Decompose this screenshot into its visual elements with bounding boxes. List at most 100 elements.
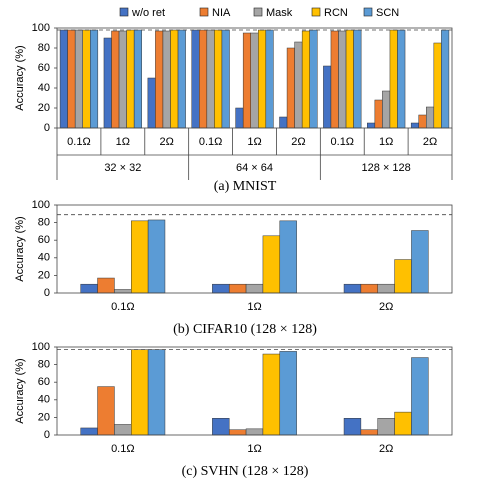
bar	[279, 351, 297, 436]
bar	[262, 235, 281, 294]
x-tick-label: 0.1Ω	[111, 443, 135, 455]
bar	[111, 30, 120, 129]
bar	[131, 349, 149, 436]
plot-frame	[56, 204, 453, 294]
y-axis-label: Accuracy (%)	[14, 45, 26, 110]
bar	[245, 428, 264, 436]
bar	[214, 29, 223, 129]
bar	[212, 418, 230, 436]
bar	[228, 283, 247, 294]
y-tick-label: 100	[32, 341, 50, 353]
bar	[242, 32, 251, 129]
bar	[262, 353, 281, 436]
bar	[59, 29, 68, 129]
y-tick-label: 40	[38, 82, 50, 94]
bar	[279, 116, 288, 129]
bar	[221, 29, 230, 129]
bar	[147, 77, 156, 129]
y-tick-label: 80	[38, 42, 50, 54]
y-tick-label: 80	[38, 217, 50, 229]
legend-swatch	[253, 7, 263, 17]
y-tick-label: 80	[38, 359, 50, 371]
bar	[212, 283, 230, 294]
bar	[411, 357, 429, 436]
bar	[286, 47, 295, 129]
x-tick-label: 1Ω	[247, 443, 261, 455]
y-tick-label: 60	[38, 62, 50, 74]
bar	[394, 259, 412, 294]
bar	[374, 99, 383, 129]
bar	[90, 29, 99, 129]
bar	[301, 30, 310, 129]
x-tick-label: 0.1Ω	[111, 301, 135, 313]
legend-label: Mask	[266, 7, 293, 19]
bar	[97, 277, 115, 294]
legend-swatch	[199, 7, 209, 17]
legend-label: RCN	[324, 7, 348, 19]
x-tick-label: 0.1Ω	[67, 136, 91, 148]
bar	[114, 289, 132, 294]
legend-swatch	[363, 7, 373, 17]
bar	[131, 220, 149, 294]
y-axis-label: Accuracy (%)	[14, 216, 26, 281]
bar	[426, 106, 435, 129]
y-tick-label: 100	[32, 22, 50, 34]
bar	[389, 29, 398, 129]
bar	[360, 429, 378, 436]
bar	[353, 29, 362, 129]
y-axis-label: Accuracy (%)	[14, 358, 26, 423]
bar	[294, 41, 303, 129]
bar	[411, 230, 429, 294]
x-tick-label: 0.1Ω	[331, 136, 355, 148]
bar	[228, 429, 247, 436]
bar	[155, 30, 164, 129]
y-tick-label: 20	[38, 102, 50, 114]
bar	[162, 30, 171, 129]
x-tick-label: 1Ω	[247, 301, 261, 313]
bar	[114, 424, 132, 436]
bar	[382, 90, 391, 129]
bar	[433, 42, 442, 129]
legend-swatch	[119, 7, 129, 17]
bar	[191, 29, 200, 129]
bar	[235, 107, 244, 129]
bar	[170, 29, 179, 129]
bar	[177, 29, 186, 129]
plot-frame	[56, 346, 453, 436]
y-tick-label: 100	[32, 199, 50, 211]
y-tick-label: 40	[38, 252, 50, 264]
bar	[118, 30, 127, 129]
bar	[199, 29, 208, 129]
bar	[394, 411, 412, 436]
bar	[82, 29, 91, 129]
bar	[367, 122, 376, 129]
y-tick-label: 0	[44, 122, 50, 134]
bar	[147, 349, 166, 436]
bar	[360, 283, 378, 294]
bar	[345, 29, 354, 129]
legend-swatch	[311, 7, 321, 17]
bar	[279, 220, 297, 294]
x-tick-label: 2Ω	[379, 301, 393, 313]
y-tick-label: 60	[38, 234, 50, 246]
x-tick-label: 2Ω	[160, 136, 174, 148]
group-label: 32 × 32	[104, 162, 141, 174]
bar	[250, 32, 259, 129]
legend-label: SCN	[376, 7, 399, 19]
bar	[330, 30, 339, 129]
bar	[67, 29, 76, 129]
bar	[265, 29, 274, 129]
x-tick-label: 2Ω	[291, 136, 305, 148]
x-tick-label: 0.1Ω	[199, 136, 223, 148]
bar	[245, 283, 264, 294]
y-tick-label: 20	[38, 269, 50, 281]
x-tick-label: 1Ω	[379, 136, 393, 148]
x-tick-label: 1Ω	[116, 136, 130, 148]
chart-caption: (c) SVHN (128 × 128)	[182, 464, 309, 479]
bar	[343, 418, 362, 436]
x-tick-label: 2Ω	[379, 443, 393, 455]
legend-label: NIA	[212, 7, 231, 19]
bar	[309, 29, 318, 129]
